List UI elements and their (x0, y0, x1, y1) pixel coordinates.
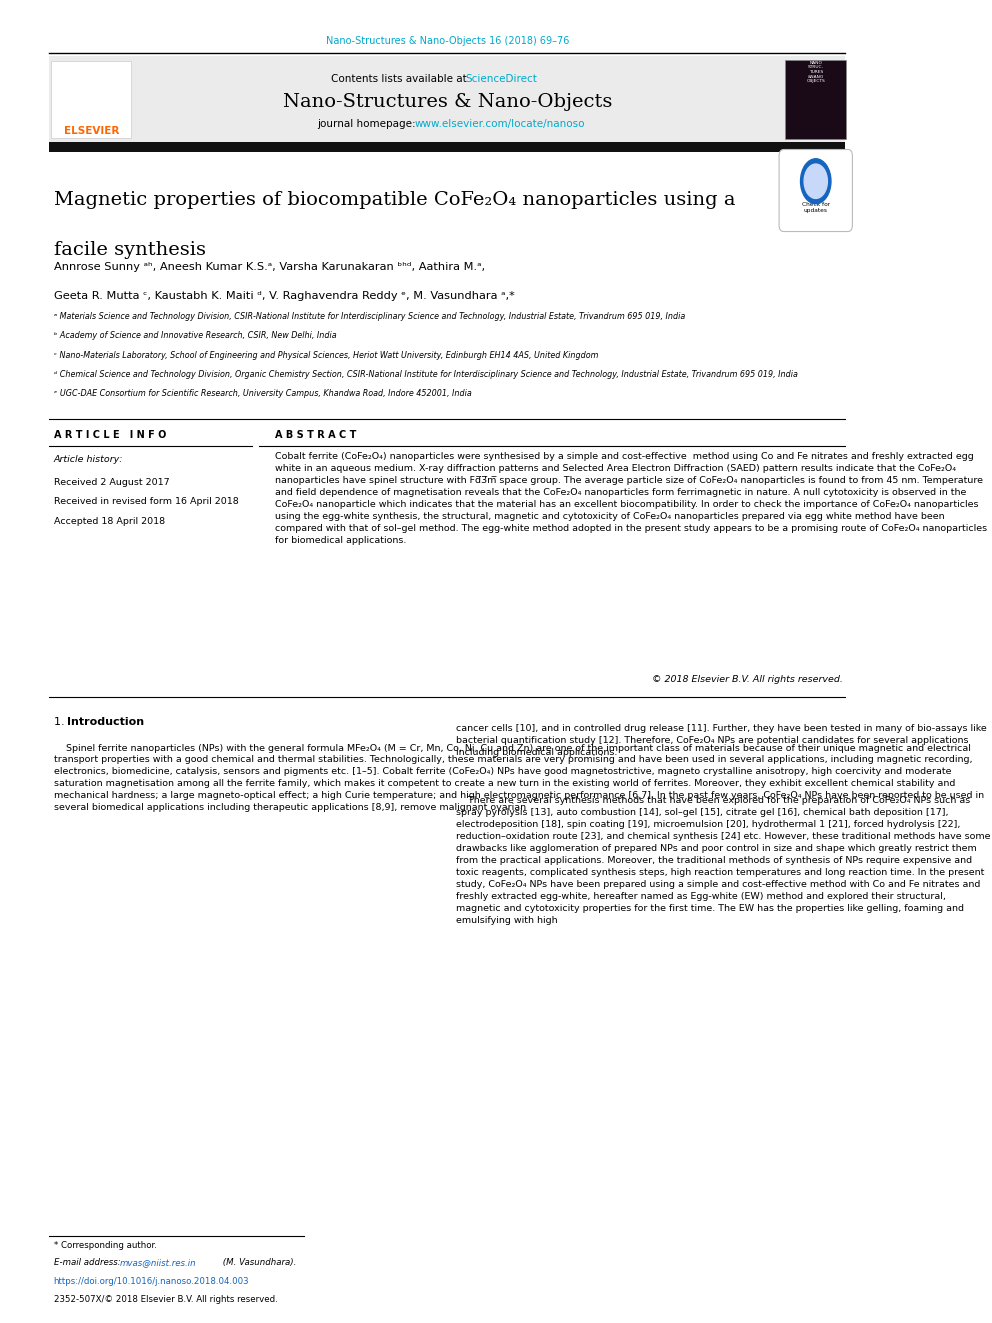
Circle shape (801, 159, 831, 204)
Text: journal homepage:: journal homepage: (317, 119, 420, 130)
Text: Spinel ferrite nanoparticles (NPs) with the general formula MFe₂O₄ (M = Cr, Mn, : Spinel ferrite nanoparticles (NPs) with … (54, 744, 984, 812)
FancyBboxPatch shape (779, 149, 852, 232)
Text: Introduction: Introduction (67, 717, 144, 728)
FancyBboxPatch shape (50, 142, 845, 152)
Text: NANO
STRUC-
TURES
&NANO
OBJECTS: NANO STRUC- TURES &NANO OBJECTS (806, 61, 825, 83)
Text: 2352-507X/© 2018 Elsevier B.V. All rights reserved.: 2352-507X/© 2018 Elsevier B.V. All right… (54, 1295, 278, 1304)
Text: www.elsevier.com/locate/nanoso: www.elsevier.com/locate/nanoso (414, 119, 584, 130)
Text: 1.: 1. (54, 717, 67, 728)
Text: Contents lists available at: Contents lists available at (331, 74, 470, 85)
Text: Nano-Structures & Nano-Objects: Nano-Structures & Nano-Objects (283, 93, 612, 111)
Text: Annrose Sunny ᵃʰ, Aneesh Kumar K.S.ᵃ, Varsha Karunakaran ᵇʰᵈ, Aathira M.ᵃ,: Annrose Sunny ᵃʰ, Aneesh Kumar K.S.ᵃ, Va… (54, 262, 485, 273)
Circle shape (805, 164, 827, 198)
Text: ᵈ Chemical Science and Technology Division, Organic Chemistry Section, CSIR-Nati: ᵈ Chemical Science and Technology Divisi… (54, 369, 798, 378)
Text: Accepted 18 April 2018: Accepted 18 April 2018 (54, 517, 165, 527)
Text: © 2018 Elsevier B.V. All rights reserved.: © 2018 Elsevier B.V. All rights reserved… (652, 675, 842, 684)
Text: Received 2 August 2017: Received 2 August 2017 (54, 478, 170, 487)
Text: A R T I C L E   I N F O: A R T I C L E I N F O (54, 430, 166, 441)
Text: (M. Vasundhara).: (M. Vasundhara). (220, 1258, 297, 1267)
Text: Magnetic properties of biocompatible CoFe₂O₄ nanoparticles using a: Magnetic properties of biocompatible CoF… (54, 191, 735, 209)
Text: E-mail address:: E-mail address: (54, 1258, 123, 1267)
Text: Geeta R. Mutta ᶜ, Kaustabh K. Maiti ᵈ, V. Raghavendra Reddy ᵉ, M. Vasundhara ᵃ,*: Geeta R. Mutta ᶜ, Kaustabh K. Maiti ᵈ, V… (54, 291, 515, 302)
Text: Nano-Structures & Nano-Objects 16 (2018) 69–76: Nano-Structures & Nano-Objects 16 (2018)… (325, 36, 569, 46)
Text: ELSEVIER: ELSEVIER (63, 126, 119, 136)
Text: Received in revised form 16 April 2018: Received in revised form 16 April 2018 (54, 497, 238, 507)
Text: A B S T R A C T: A B S T R A C T (276, 430, 357, 441)
Text: ᵇ Academy of Science and Innovative Research, CSIR, New Delhi, India: ᵇ Academy of Science and Innovative Rese… (54, 331, 336, 340)
FancyBboxPatch shape (51, 61, 132, 138)
Text: https://doi.org/10.1016/j.nanoso.2018.04.003: https://doi.org/10.1016/j.nanoso.2018.04… (54, 1277, 249, 1286)
FancyBboxPatch shape (786, 60, 846, 139)
Text: * Corresponding author.: * Corresponding author. (54, 1241, 157, 1250)
Text: ScienceDirect: ScienceDirect (465, 74, 537, 85)
Text: Check for
updates: Check for updates (802, 202, 830, 213)
Text: cancer cells [10], and in controlled drug release [11]. Further, they have been : cancer cells [10], and in controlled dru… (456, 724, 987, 757)
Text: facile synthesis: facile synthesis (54, 241, 205, 259)
Text: Cobalt ferrite (CoFe₂O₄) nanoparticles were synthesised by a simple and cost-eff: Cobalt ferrite (CoFe₂O₄) nanoparticles w… (276, 452, 988, 545)
Text: ᶜ Nano-Materials Laboratory, School of Engineering and Physical Sciences, Heriot: ᶜ Nano-Materials Laboratory, School of E… (54, 351, 598, 360)
Text: There are several synthesis methods that have been explored for the preparation : There are several synthesis methods that… (456, 796, 991, 925)
Text: mvas@niist.res.in: mvas@niist.res.in (120, 1258, 196, 1267)
Text: Article history:: Article history: (54, 455, 123, 464)
Text: ᵉ UGC-DAE Consortium for Scientific Research, University Campus, Khandwa Road, I: ᵉ UGC-DAE Consortium for Scientific Rese… (54, 389, 471, 398)
Text: ᵃ Materials Science and Technology Division, CSIR-National Institute for Interdi: ᵃ Materials Science and Technology Divis… (54, 312, 684, 321)
FancyBboxPatch shape (50, 56, 845, 142)
